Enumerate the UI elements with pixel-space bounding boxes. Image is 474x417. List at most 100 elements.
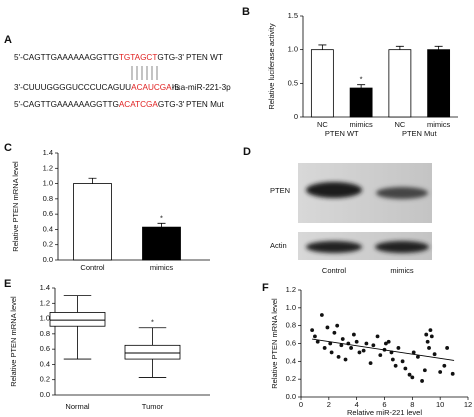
band bbox=[376, 187, 428, 199]
box bbox=[49, 312, 106, 327]
point bbox=[427, 346, 431, 350]
panel-label: B bbox=[242, 6, 250, 18]
y-tick-label: 0.4 bbox=[43, 224, 53, 233]
y-tick-label: 0.6 bbox=[43, 209, 53, 218]
error-bar bbox=[318, 44, 327, 50]
bar bbox=[142, 226, 181, 261]
y-axis-label: Relative PTEN mRNA level bbox=[9, 296, 18, 387]
x-axis-label: Relative miR-221 level bbox=[347, 408, 422, 417]
x-tick-label: 4 bbox=[355, 400, 359, 409]
point bbox=[422, 368, 427, 373]
point bbox=[336, 354, 341, 359]
y-tick-label: 0 bbox=[294, 112, 298, 121]
y-tick-label: 1.0 bbox=[288, 45, 298, 54]
seq-seg: -5 bbox=[172, 83, 180, 92]
y-tick-label: 1.0 bbox=[40, 314, 50, 323]
y-tick-label: 0.0 bbox=[286, 392, 296, 401]
panel-label: A bbox=[4, 34, 12, 46]
point bbox=[450, 371, 455, 376]
point bbox=[378, 353, 383, 357]
y-tick-label: 0.8 bbox=[43, 194, 53, 203]
y-tick-label: 0.0 bbox=[40, 390, 50, 399]
y-tick-label: 1.5 bbox=[288, 11, 298, 20]
x-tick-label: NC bbox=[317, 120, 328, 129]
whisker-low bbox=[63, 326, 92, 360]
point bbox=[393, 363, 398, 368]
y-tick-label: 1.2 bbox=[40, 298, 50, 307]
panel-label: F bbox=[262, 282, 269, 294]
significance: * bbox=[151, 318, 154, 327]
panel-label: E bbox=[4, 278, 11, 290]
y-tick-label: 0.2 bbox=[286, 374, 296, 383]
point bbox=[325, 325, 330, 330]
point bbox=[390, 357, 395, 362]
bar bbox=[427, 49, 451, 118]
bar bbox=[73, 183, 112, 261]
x-tick-label: Tumor bbox=[142, 402, 164, 411]
point bbox=[364, 341, 369, 346]
seq-seg: 5'-CAGTTGAAAAAAGGTTG bbox=[14, 100, 119, 109]
sequence: 3'-CUUUGGGGUCCCUCAGUUACAUCGA-5 bbox=[14, 83, 179, 92]
seq-name: hsa-miR-221-3p bbox=[172, 83, 231, 92]
box bbox=[124, 344, 181, 360]
point bbox=[335, 323, 340, 328]
seq-seg: 3'-CUUUGGGGUCCCUCAGUU bbox=[14, 83, 131, 92]
seq-seg: GTG-3' bbox=[157, 53, 184, 62]
point bbox=[438, 370, 443, 374]
y-tick-label: 0.8 bbox=[286, 321, 296, 330]
point bbox=[349, 346, 353, 350]
band bbox=[306, 182, 362, 198]
point bbox=[442, 363, 447, 368]
error-bar bbox=[434, 45, 443, 50]
point bbox=[425, 339, 430, 344]
y-tick-label: 1.0 bbox=[286, 303, 296, 312]
y-tick-label: 1.0 bbox=[43, 179, 53, 188]
group-label: PTEN Mut bbox=[402, 129, 438, 138]
bar bbox=[388, 49, 412, 118]
x-tick-label: 12 bbox=[464, 400, 472, 409]
y-axis-label: Relative luciferase activity bbox=[267, 23, 276, 110]
x-tick-label: 8 bbox=[410, 400, 414, 409]
seq-seg: ACAUCGA bbox=[131, 83, 172, 92]
bar bbox=[310, 49, 334, 118]
y-tick-label: 0.6 bbox=[40, 344, 50, 353]
point bbox=[411, 350, 416, 355]
y-tick-label: 0.4 bbox=[286, 356, 296, 365]
y-tick-label: 1.2 bbox=[43, 163, 53, 172]
error-bar bbox=[357, 84, 366, 89]
point bbox=[357, 350, 362, 355]
point bbox=[329, 350, 334, 355]
y-tick-label: 1.2 bbox=[286, 285, 296, 294]
y-tick-label: 1.4 bbox=[40, 283, 50, 292]
seq-seg: 5'-CAGTTGAAAAAAGGTTG bbox=[14, 53, 119, 62]
panel-label: C bbox=[4, 142, 12, 154]
point bbox=[420, 379, 424, 383]
seq-name: PTEN Mut bbox=[186, 100, 224, 109]
band-label: PTEN bbox=[270, 186, 290, 195]
point bbox=[368, 361, 373, 366]
point bbox=[410, 375, 415, 380]
lane-label: Control bbox=[322, 266, 347, 275]
point bbox=[339, 343, 344, 348]
x-tick-label: 0 bbox=[299, 400, 303, 409]
point bbox=[424, 332, 429, 337]
whisker-low bbox=[138, 359, 167, 378]
bar bbox=[349, 87, 373, 118]
seq-seg: ACATCGA bbox=[119, 100, 159, 109]
point bbox=[322, 346, 327, 350]
x-tick-label: 10 bbox=[436, 400, 444, 409]
error-bar bbox=[395, 45, 404, 50]
x-tick-label: 6 bbox=[382, 400, 386, 409]
seq-seg: GTG-3' bbox=[158, 100, 185, 109]
y-axis-label: Relative PTEN mRNA level bbox=[270, 298, 279, 389]
point bbox=[361, 348, 366, 353]
y-tick-label: 0.4 bbox=[40, 359, 50, 368]
whisker-high bbox=[63, 295, 92, 313]
sequence: 5'-CAGTTGAAAAAAGGTTGACATCGAGTG-3' bbox=[14, 100, 185, 109]
y-tick-label: 0.0 bbox=[43, 255, 53, 264]
point bbox=[386, 339, 391, 344]
point bbox=[375, 334, 380, 339]
point bbox=[429, 334, 434, 339]
